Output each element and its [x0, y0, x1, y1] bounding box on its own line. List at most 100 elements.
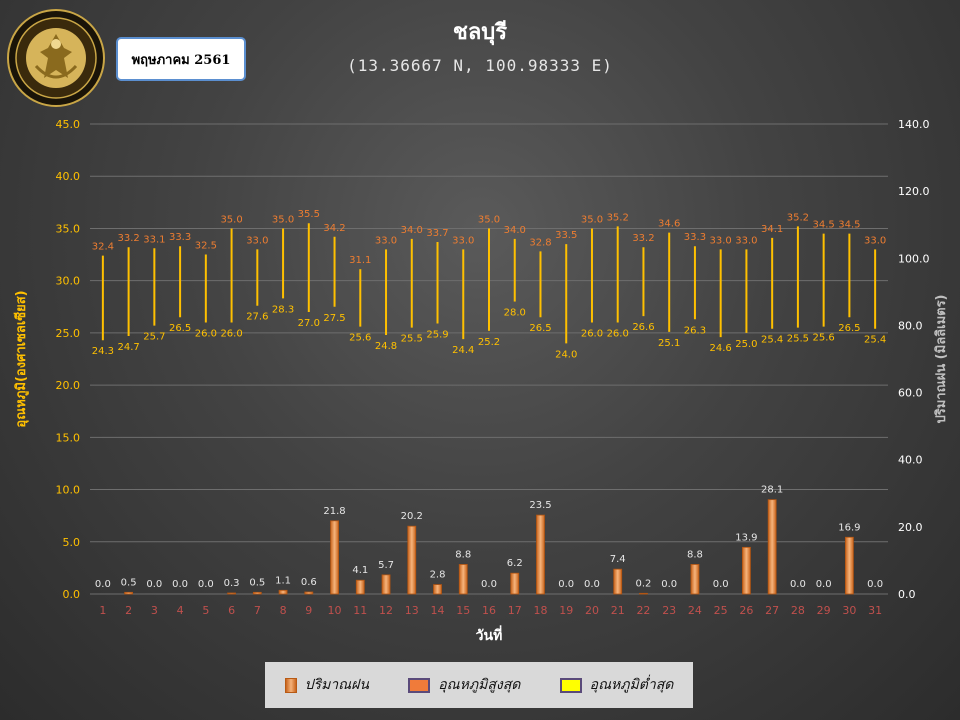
- max-temp-label: 33.0: [375, 235, 397, 246]
- x-tick-label: 5: [202, 604, 209, 617]
- max-temp-label: 33.3: [169, 232, 191, 243]
- rain-bar: [458, 564, 468, 595]
- min-temp-label: 27.6: [246, 312, 268, 323]
- rain-value-label: 0.0: [790, 579, 806, 590]
- max-temp-label: 34.5: [838, 220, 860, 231]
- legend-item-max-temp: อุณหภูมิสูงสุด: [408, 674, 520, 696]
- min-temp-label: 25.9: [426, 329, 448, 340]
- x-tick-label: 31: [868, 604, 882, 617]
- rain-bar: [227, 592, 236, 595]
- max-temp-label: 33.2: [117, 233, 139, 244]
- max-temp-label: 33.7: [426, 228, 448, 239]
- y-left-tick-label: 30.0: [56, 275, 81, 288]
- rain-value-label: 0.3: [224, 578, 240, 589]
- rain-value-label: 0.0: [481, 579, 497, 590]
- min-temp-label: 24.3: [92, 346, 114, 357]
- x-tick-label: 21: [611, 604, 625, 617]
- rain-bar: [252, 591, 262, 595]
- rain-bar: [355, 579, 365, 595]
- min-temp-label: 27.0: [298, 318, 320, 329]
- rain-bar: [407, 525, 417, 595]
- y-right-tick-label: 40.0: [898, 454, 923, 467]
- x-tick-label: 1: [99, 604, 106, 617]
- min-temp-label: 26.5: [838, 323, 860, 334]
- min-temp-label: 26.5: [169, 323, 191, 334]
- rain-value-label: 5.7: [378, 560, 394, 571]
- x-tick-label: 27: [765, 604, 779, 617]
- max-temp-label: 33.5: [555, 230, 577, 241]
- min-temp-label: 24.7: [117, 342, 139, 353]
- min-temp-label: 25.4: [761, 335, 783, 346]
- max-temp-label: 35.0: [581, 214, 603, 225]
- rain-value-label: 0.5: [121, 577, 137, 588]
- max-temp-label: 34.2: [323, 223, 345, 234]
- x-tick-label: 14: [431, 604, 445, 617]
- y-left-tick-label: 5.0: [63, 536, 81, 549]
- y-left-axis-label: อุณหภูมิ(องศาเซลเซียส): [13, 290, 29, 427]
- legend-swatch-min-temp: [559, 677, 582, 693]
- y-right-tick-label: 140.0: [898, 118, 930, 131]
- legend-label-rain: ปริมาณฝน: [304, 677, 369, 693]
- min-temp-label: 25.0: [735, 339, 757, 350]
- rain-bar: [330, 520, 339, 595]
- legend-label-max-temp: อุณหภูมิสูงสุด: [438, 677, 521, 693]
- x-tick-label: 18: [533, 604, 547, 617]
- min-temp-label: 27.5: [323, 313, 345, 324]
- min-temp-label: 26.0: [607, 328, 629, 339]
- max-temp-label: 33.3: [684, 232, 706, 243]
- min-temp-label: 26.0: [195, 328, 217, 339]
- x-tick-label: 25: [714, 604, 728, 617]
- min-temp-label: 26.6: [632, 322, 654, 333]
- x-tick-label: 12: [379, 604, 393, 617]
- meteorological-department-logo: [6, 8, 106, 108]
- x-tick-label: 3: [151, 604, 158, 617]
- min-temp-label: 25.2: [478, 337, 500, 348]
- min-temp-label: 25.5: [401, 334, 423, 345]
- x-tick-label: 15: [456, 604, 470, 617]
- rain-value-label: 1.1: [275, 575, 291, 586]
- rain-value-label: 0.0: [661, 579, 677, 590]
- min-temp-label: 26.3: [684, 325, 706, 336]
- x-tick-label: 23: [662, 604, 676, 617]
- month-label-box: พฤษภาคม 2561: [116, 37, 246, 81]
- legend-swatch-max-temp: [408, 677, 431, 693]
- x-tick-label: 22: [636, 604, 650, 617]
- min-temp-label: 25.4: [864, 335, 886, 346]
- x-tick-label: 28: [791, 604, 805, 617]
- y-left-tick-label: 0.0: [63, 588, 81, 601]
- rain-value-label: 0.0: [816, 579, 832, 590]
- month-label: พฤษภาคม 2561: [131, 52, 231, 68]
- legend-item-rain: ปริมาณฝน: [284, 674, 369, 696]
- max-temp-label: 35.0: [272, 214, 294, 225]
- max-temp-label: 33.0: [452, 235, 474, 246]
- max-temp-label: 33.0: [864, 235, 886, 246]
- max-temp-label: 35.2: [607, 212, 629, 223]
- max-temp-label: 33.2: [632, 233, 654, 244]
- y-right-tick-label: 80.0: [898, 319, 923, 332]
- rain-bar: [433, 584, 442, 595]
- rain-value-label: 0.0: [95, 579, 111, 590]
- chart-title: ชลบุรี: [452, 20, 508, 45]
- chart-legend: ปริมาณฝน อุณหภูมิสูงสุด อุณหภูมิต่ำสุด: [265, 662, 693, 708]
- rain-value-label: 0.0: [172, 579, 188, 590]
- max-temp-label: 34.0: [401, 225, 423, 236]
- rain-bar: [536, 514, 545, 595]
- min-temp-label: 25.1: [658, 338, 680, 349]
- x-tick-label: 13: [405, 604, 419, 617]
- min-temp-label: 25.6: [349, 333, 371, 344]
- x-tick-label: 10: [328, 604, 342, 617]
- rain-bar: [844, 536, 854, 595]
- min-temp-label: 26.0: [581, 328, 603, 339]
- min-temp-label: 28.3: [272, 304, 294, 315]
- x-tick-label: 20: [585, 604, 599, 617]
- x-tick-label: 19: [559, 604, 573, 617]
- y-left-tick-label: 35.0: [56, 222, 81, 235]
- rain-value-label: 4.1: [352, 565, 368, 576]
- x-tick-label: 29: [817, 604, 831, 617]
- min-temp-label: 25.7: [143, 332, 165, 343]
- rain-value-label: 0.5: [249, 577, 265, 588]
- rain-value-label: 0.2: [635, 578, 651, 589]
- x-tick-label: 4: [177, 604, 184, 617]
- rain-value-label: 0.0: [558, 579, 574, 590]
- max-temp-label: 32.5: [195, 241, 217, 252]
